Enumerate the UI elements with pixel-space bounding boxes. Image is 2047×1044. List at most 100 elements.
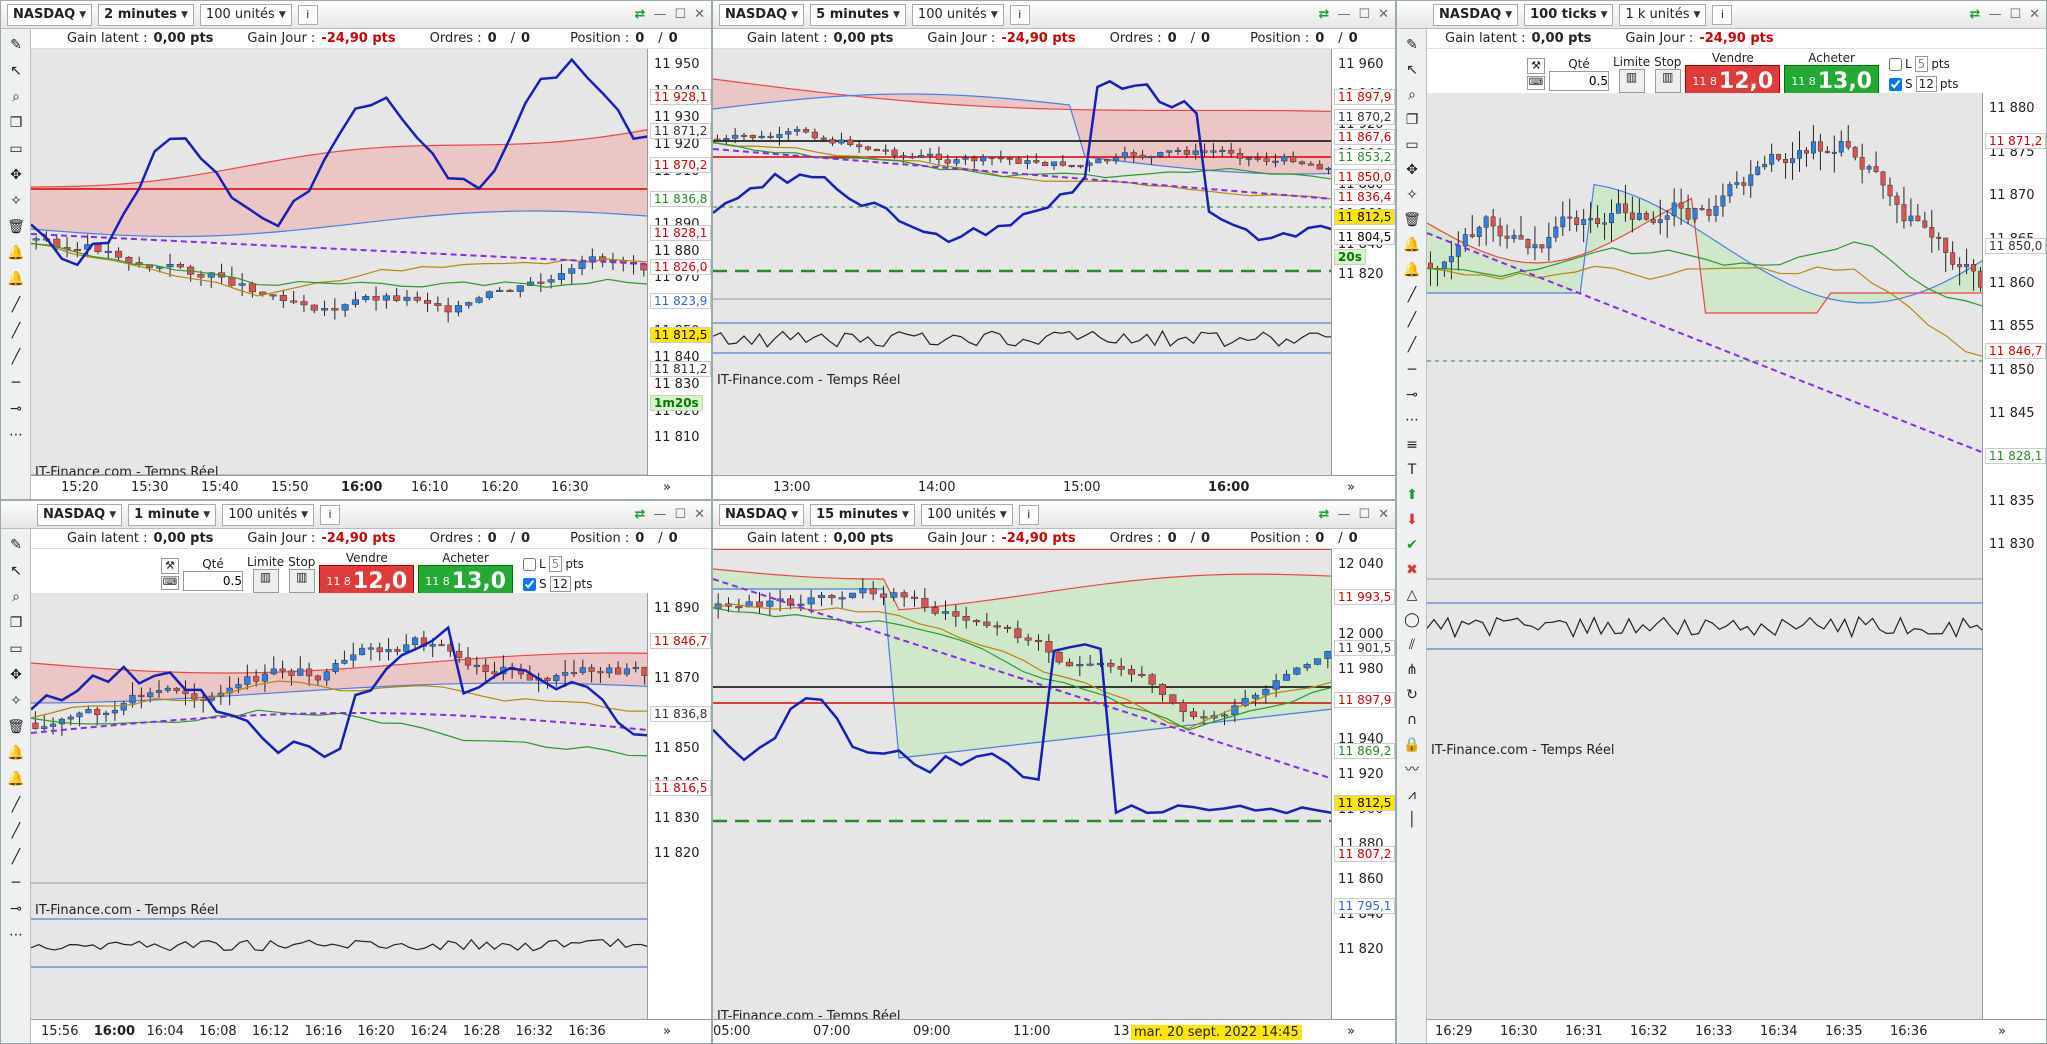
trash-icon[interactable]: 🗑 [7, 719, 25, 735]
symbol-dropdown[interactable]: NASDAQ ▼ [719, 3, 805, 26]
copy-icon[interactable]: ❐ [9, 115, 23, 131]
price-chart[interactable] [713, 49, 1333, 475]
info-icon[interactable]: i [320, 504, 341, 525]
hline-icon[interactable]: ─ [1407, 362, 1417, 378]
wrench-icon[interactable]: ⚒ [1527, 58, 1545, 74]
short-pts-field[interactable]: 12 [549, 576, 571, 592]
more-icon[interactable]: ⋯ [9, 427, 23, 443]
trash-icon[interactable]: 🗑 [7, 219, 25, 235]
close-icon[interactable]: ✕ [2029, 7, 2040, 22]
trash-icon[interactable]: 🗑 [1403, 212, 1421, 228]
magnet-icon[interactable]: ∩ [1406, 712, 1418, 728]
units-dropdown[interactable]: 100 unités ▼ [911, 3, 1004, 26]
price-chart[interactable] [31, 49, 649, 475]
copy-icon[interactable]: ❐ [1405, 112, 1419, 128]
magic-icon[interactable]: ✧ [10, 693, 22, 709]
magic-icon[interactable]: ✧ [1406, 187, 1418, 203]
wave-icon[interactable]: 〰 [1405, 762, 1419, 778]
symbol-dropdown[interactable]: NASDAQ ▼ [7, 3, 93, 26]
trendline-icon[interactable]: ╱ [11, 323, 21, 339]
minimize-icon[interactable]: — [1337, 507, 1351, 522]
down-arrow-icon[interactable]: ⬇ [1406, 512, 1418, 528]
trendline-icon[interactable]: ╱ [1407, 312, 1417, 328]
sync-icon[interactable]: ⇄ [1318, 507, 1330, 522]
maximize-icon[interactable]: ☐ [2009, 7, 2022, 22]
price-chart[interactable] [1427, 93, 1984, 1044]
ruler-icon[interactable]: ▭ [9, 141, 23, 157]
magic-icon[interactable]: ✧ [10, 193, 22, 209]
up-arrow-icon[interactable]: ⬆ [1406, 487, 1418, 503]
line-icon[interactable]: ╱ [11, 797, 21, 813]
wrench-icon[interactable]: ⚒ [161, 558, 179, 574]
close-icon[interactable]: ✕ [1378, 7, 1389, 22]
sync-icon[interactable]: ⇄ [1318, 7, 1330, 22]
scroll-right-icon[interactable]: » [1347, 1024, 1355, 1039]
close-icon[interactable]: ✕ [694, 7, 705, 22]
pencil-icon[interactable]: ✎ [1406, 37, 1418, 53]
arrow-icon[interactable]: ⊸ [1406, 387, 1418, 403]
info-icon[interactable]: i [297, 4, 318, 25]
minimize-icon[interactable]: — [653, 7, 667, 22]
ellipse-icon[interactable]: ◯ [1404, 612, 1420, 628]
move-icon[interactable]: ✥ [10, 667, 22, 683]
copy-icon[interactable]: ❐ [9, 615, 23, 631]
scroll-right-icon[interactable]: » [663, 1024, 671, 1039]
red-line-icon[interactable]: ╱ [11, 349, 21, 365]
cursor-icon[interactable]: ↖ [1406, 62, 1418, 78]
ruler-icon[interactable]: ▭ [1405, 137, 1419, 153]
line-icon[interactable]: ╱ [1407, 287, 1417, 303]
timeframe-dropdown[interactable]: 15 minutes ▼ [810, 503, 915, 526]
more-icon[interactable]: ⋯ [1405, 412, 1419, 428]
cursor-icon[interactable]: ↖ [10, 63, 22, 79]
triangle-icon[interactable]: △ [1406, 587, 1418, 603]
zoom-icon[interactable]: ⌕ [12, 89, 20, 105]
keyboard-icon[interactable]: ⌨ [1527, 76, 1545, 90]
symbol-dropdown[interactable]: NASDAQ ▼ [719, 503, 805, 526]
minimize-icon[interactable]: — [1988, 7, 2002, 22]
check-icon[interactable]: ✔ [1406, 537, 1418, 553]
info-icon[interactable]: i [1018, 504, 1039, 525]
cursor-icon[interactable]: ↖ [10, 563, 22, 579]
limit-order-button[interactable]: ▥ [1618, 69, 1645, 93]
info-icon[interactable]: i [1009, 4, 1030, 25]
pencil-icon[interactable]: ✎ [10, 37, 22, 53]
qty-input[interactable] [1549, 71, 1609, 91]
hline-icon[interactable]: ─ [11, 375, 21, 391]
long-pts-field[interactable]: 5 [1914, 56, 1929, 72]
sell-button[interactable]: 11 8 12,0 [319, 565, 415, 597]
short-checkbox[interactable] [522, 577, 536, 591]
trendline-icon[interactable]: ╱ [11, 823, 21, 839]
price-chart[interactable] [713, 549, 1333, 1021]
cycle-icon[interactable]: ↻ [1406, 687, 1418, 703]
maximize-icon[interactable]: ☐ [1358, 7, 1371, 22]
keyboard-icon[interactable]: ⌨ [161, 576, 179, 590]
zoom-icon[interactable]: ⌕ [12, 589, 20, 605]
alert-icon[interactable]: 🔔 [1403, 262, 1421, 278]
cross-icon[interactable]: ✖ [1406, 562, 1418, 578]
arrow-icon[interactable]: ⊸ [10, 401, 22, 417]
stop-order-button[interactable]: ▥ [1654, 69, 1681, 93]
bell-icon[interactable]: 🔔 [7, 245, 25, 261]
zigzag-icon[interactable]: ⩘ [1408, 787, 1416, 803]
minimize-icon[interactable]: — [1337, 7, 1351, 22]
maximize-icon[interactable]: ☐ [674, 507, 687, 522]
pitchfork-icon[interactable]: ⋔ [1406, 662, 1418, 678]
ruler-icon[interactable]: ▭ [9, 641, 23, 657]
move-icon[interactable]: ✥ [1406, 162, 1418, 178]
limit-order-button[interactable]: ▥ [252, 569, 279, 593]
timeframe-dropdown[interactable]: 5 minutes ▼ [810, 3, 906, 26]
maximize-icon[interactable]: ☐ [674, 7, 687, 22]
line-icon[interactable]: ╱ [11, 297, 21, 313]
text-icon[interactable]: T [1407, 462, 1417, 478]
move-icon[interactable]: ✥ [10, 167, 22, 183]
bell-icon[interactable]: 🔔 [1403, 237, 1421, 253]
symbol-dropdown[interactable]: NASDAQ ▼ [37, 503, 123, 526]
pencil-icon[interactable]: ✎ [10, 537, 22, 553]
timeframe-dropdown[interactable]: 2 minutes ▼ [98, 3, 194, 26]
sync-icon[interactable]: ⇄ [634, 7, 646, 22]
units-dropdown[interactable]: 100 unités ▼ [199, 3, 292, 26]
sync-icon[interactable]: ⇄ [634, 507, 646, 522]
alert-icon[interactable]: 🔔 [7, 771, 25, 787]
separator-icon[interactable]: │ [1407, 812, 1417, 828]
stop-order-button[interactable]: ▥ [288, 569, 315, 593]
